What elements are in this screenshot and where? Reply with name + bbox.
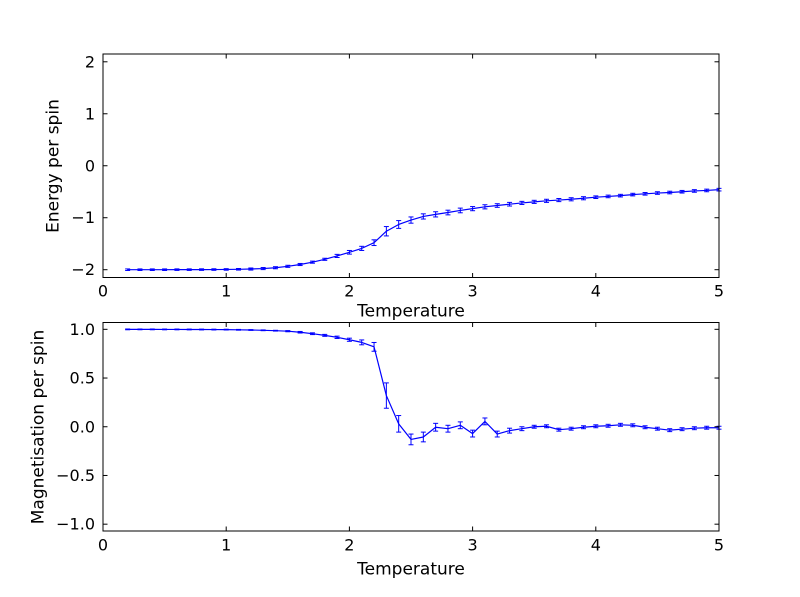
energy-ylabel: Energy per spin	[43, 99, 64, 233]
ticks	[102, 54, 720, 278]
y-tick-label: −0.5	[56, 466, 95, 485]
axes-frame	[102, 53, 720, 278]
y-tick-label: 2	[85, 52, 95, 71]
y-tick-label: −2	[71, 260, 95, 279]
x-tick-label: 0	[98, 536, 108, 555]
y-tick-label: −1	[71, 208, 95, 227]
y-tick-label: 1.0	[70, 320, 95, 339]
y-tick-label: 0.0	[70, 417, 95, 436]
data-line-energy	[127, 189, 720, 271]
x-tick-label: 5	[714, 282, 724, 301]
energy-xlabel: Temperature	[357, 301, 465, 322]
magnetisation-axes: 0 1 2 3 4 5 1.0 0.5 0.0 −0.5 −1.0	[56, 320, 724, 555]
y-tick-label: 0.5	[70, 369, 95, 388]
magnetisation-xlabel: Temperature	[357, 559, 465, 580]
x-tick-label: 3	[468, 282, 478, 301]
error-bars	[125, 187, 722, 271]
error-bars	[125, 328, 722, 446]
ticks	[102, 322, 720, 531]
magnetisation-ylabel: Magnetisation per spin	[28, 329, 49, 525]
y-tick-label: 1	[85, 104, 95, 123]
x-tick-label: 1	[221, 536, 231, 555]
y-tick-label: −1.0	[56, 515, 95, 534]
x-tick-label: 2	[344, 536, 354, 555]
x-tick-label: 5	[714, 536, 724, 555]
x-tick-label: 4	[591, 282, 601, 301]
x-tick-label: 3	[468, 536, 478, 555]
data-line-magnetisation	[127, 328, 719, 441]
axes-frame	[102, 322, 720, 532]
x-tick-label: 2	[344, 282, 354, 301]
x-tick-label: 4	[591, 536, 601, 555]
x-tick-label: 1	[221, 282, 231, 301]
y-tick-label: 0	[85, 156, 95, 175]
x-tick-label: 0	[98, 282, 108, 301]
energy-axes: 0 1 2 3 4 5 2 1 0 −1 −2	[71, 52, 724, 300]
